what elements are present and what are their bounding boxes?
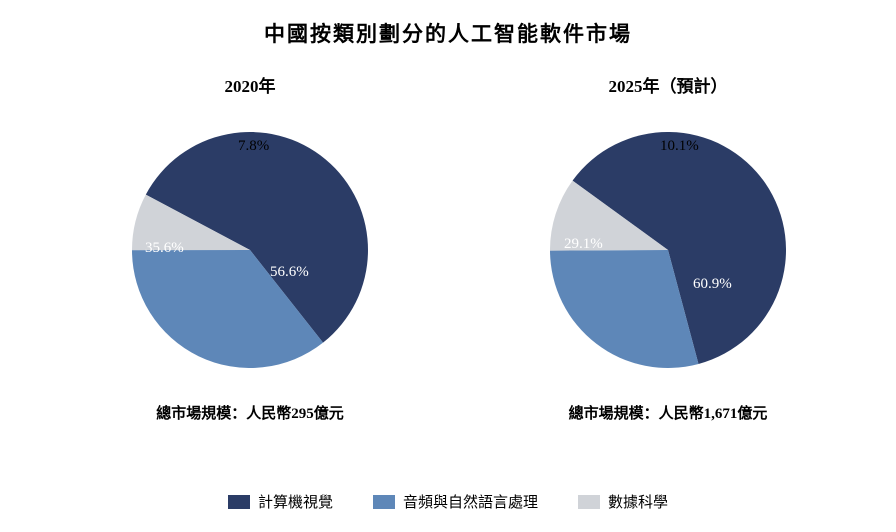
legend-label-vision: 計算機視覺 [258, 491, 333, 512]
legend-item-data-sci: 數據科學 [578, 491, 668, 512]
legend-item-vision: 計算機視覺 [228, 491, 333, 512]
legend-swatch-audio-nlp [373, 495, 395, 509]
legend-swatch-vision [228, 495, 250, 509]
chart-caption-2025: 總市場規模：人民幣1,671億元 [488, 402, 848, 423]
slice-label-2025-data-sci: 10.1% [660, 138, 699, 155]
page-title: 中國按類別劃分的人工智能軟件市場 [0, 18, 896, 48]
chart-subtitle-2020: 2020年 [130, 72, 370, 97]
slice-label-2020-audio-nlp: 35.6% [145, 240, 184, 257]
legend-label-data-sci: 數據科學 [608, 491, 668, 512]
chart-page: 中國按類別劃分的人工智能軟件市場 2020年 總市場規模：人民幣295億元 20… [0, 0, 896, 532]
chart-subtitle-2025: 2025年（預計） [548, 72, 788, 97]
slice-label-2025-vision: 60.9% [693, 276, 732, 293]
slice-label-2020-data-sci: 7.8% [238, 138, 269, 155]
slice-label-2020-vision: 56.6% [270, 264, 309, 281]
slice-label-2025-audio-nlp: 29.1% [564, 236, 603, 253]
legend: 計算機視覺 音頻與自然語言處理 數據科學 [0, 491, 896, 512]
legend-swatch-data-sci [578, 495, 600, 509]
legend-item-audio-nlp: 音頻與自然語言處理 [373, 491, 538, 512]
legend-label-audio-nlp: 音頻與自然語言處理 [403, 491, 538, 512]
chart-caption-2020: 總市場規模：人民幣295億元 [70, 402, 430, 423]
